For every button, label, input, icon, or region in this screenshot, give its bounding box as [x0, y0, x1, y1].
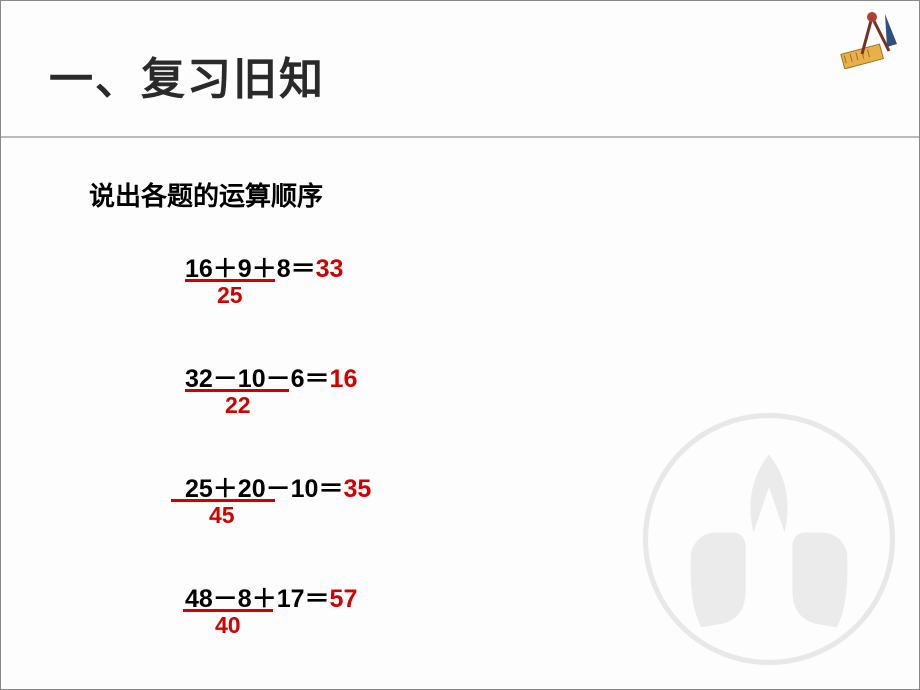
equation-row: 16＋9＋8＝3325: [185, 249, 371, 303]
equation-answer: 35: [343, 475, 371, 503]
intermediate-result: 25: [217, 282, 243, 309]
section-title: 一、复习旧知: [49, 43, 325, 107]
intermediate-result: 45: [209, 502, 235, 529]
equals-sign: ＝: [305, 365, 330, 393]
slide-page: 一、复习旧知 说出各题的运算顺序 16＋9＋8＝3325 32－10－6＝1622…: [1, 1, 919, 689]
equation-answer: 57: [330, 585, 358, 613]
intermediate-result: 22: [225, 392, 251, 419]
equation-row: 32－10－6＝1622: [185, 359, 371, 413]
equation-row: 25＋20－10＝3545: [185, 469, 371, 523]
equation-answer: 33: [316, 255, 344, 283]
geometry-tools-icon: [837, 9, 907, 69]
equals-sign: ＝: [305, 585, 330, 613]
equals-sign: ＝: [318, 475, 343, 503]
equation-answer: 16: [330, 365, 358, 393]
intermediate-result: 40: [215, 612, 241, 639]
equation-list: 16＋9＋8＝3325 32－10－6＝1622 25＋20－10＝3545 48－8…: [185, 249, 371, 689]
instruction-text: 说出各题的运算顺序: [89, 176, 323, 213]
divider: [1, 136, 919, 138]
equals-sign: ＝: [291, 255, 316, 283]
equation-row: 48－8＋17＝5740: [185, 579, 371, 633]
hands-leaf-icon: [639, 409, 899, 669]
